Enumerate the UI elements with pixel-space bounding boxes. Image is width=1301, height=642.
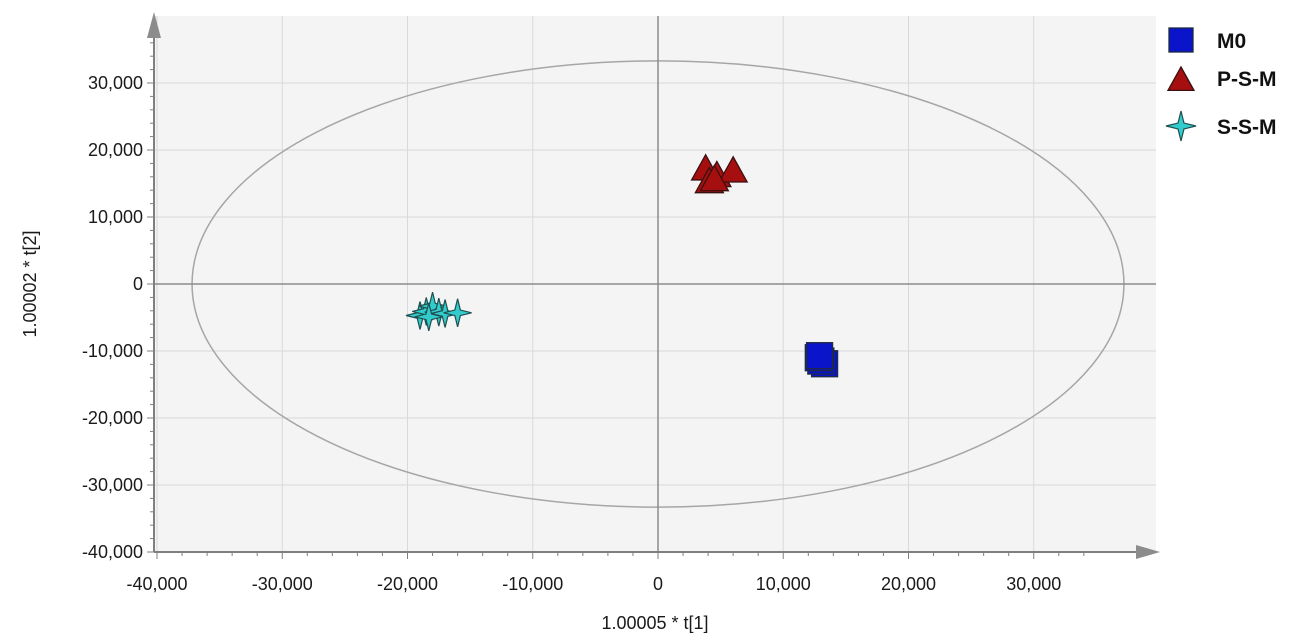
point-p-s-m	[699, 164, 730, 192]
legend-item-s-s-m: S-S-M	[1165, 110, 1277, 142]
x-tick-label: -10,000	[502, 574, 563, 594]
x-axis-arrow	[1136, 545, 1160, 559]
legend-item-p-s-m: P-S-M	[1166, 65, 1277, 92]
x-tick-label: -30,000	[252, 574, 313, 594]
legend-label-s-s-m: S-S-M	[1217, 116, 1277, 139]
legend: M0 P-S-M S-S-M	[1165, 27, 1277, 142]
point-s-s-m	[414, 302, 443, 331]
x-tick-label: -20,000	[377, 574, 438, 594]
y-tick-label: 0	[133, 274, 143, 294]
x-tick-label: -40,000	[126, 574, 187, 594]
x-tick-label: 30,000	[1006, 574, 1061, 594]
point-s-s-m	[443, 298, 472, 327]
y-tick-label: 30,000	[88, 73, 143, 93]
axis-layer	[147, 12, 1160, 559]
legend-label-m0: M0	[1217, 30, 1246, 53]
y-tick-label: -30,000	[82, 475, 143, 495]
points-layer	[405, 153, 839, 378]
y-tick-label: 10,000	[88, 207, 143, 227]
tick-label-layer: -40,000 -30,000 -20,000 -10,000 0 10,000 20,00…	[82, 73, 1061, 594]
y-axis-arrow	[147, 12, 161, 38]
y-tick-label: 20,000	[88, 140, 143, 160]
x-axis-title: 1.00005 * t[1]	[601, 613, 708, 633]
legend-symbol-m0	[1168, 27, 1194, 53]
legend-item-m0: M0	[1168, 27, 1246, 53]
y-tick-label: -20,000	[82, 408, 143, 428]
legend-label-p-s-m: P-S-M	[1217, 68, 1277, 91]
point-p-s-m	[718, 155, 749, 183]
x-tick-label: 20,000	[881, 574, 936, 594]
legend-symbol-s-s-m	[1165, 110, 1197, 142]
x-tick-label: 0	[653, 574, 663, 594]
y-tick-label: -10,000	[82, 341, 143, 361]
y-tick-label: -40,000	[82, 542, 143, 562]
y-axis-title: 1.00002 * t[2]	[20, 230, 40, 337]
x-tick-label: 10,000	[756, 574, 811, 594]
point-m0	[805, 342, 834, 370]
legend-symbol-p-s-m	[1166, 65, 1196, 92]
